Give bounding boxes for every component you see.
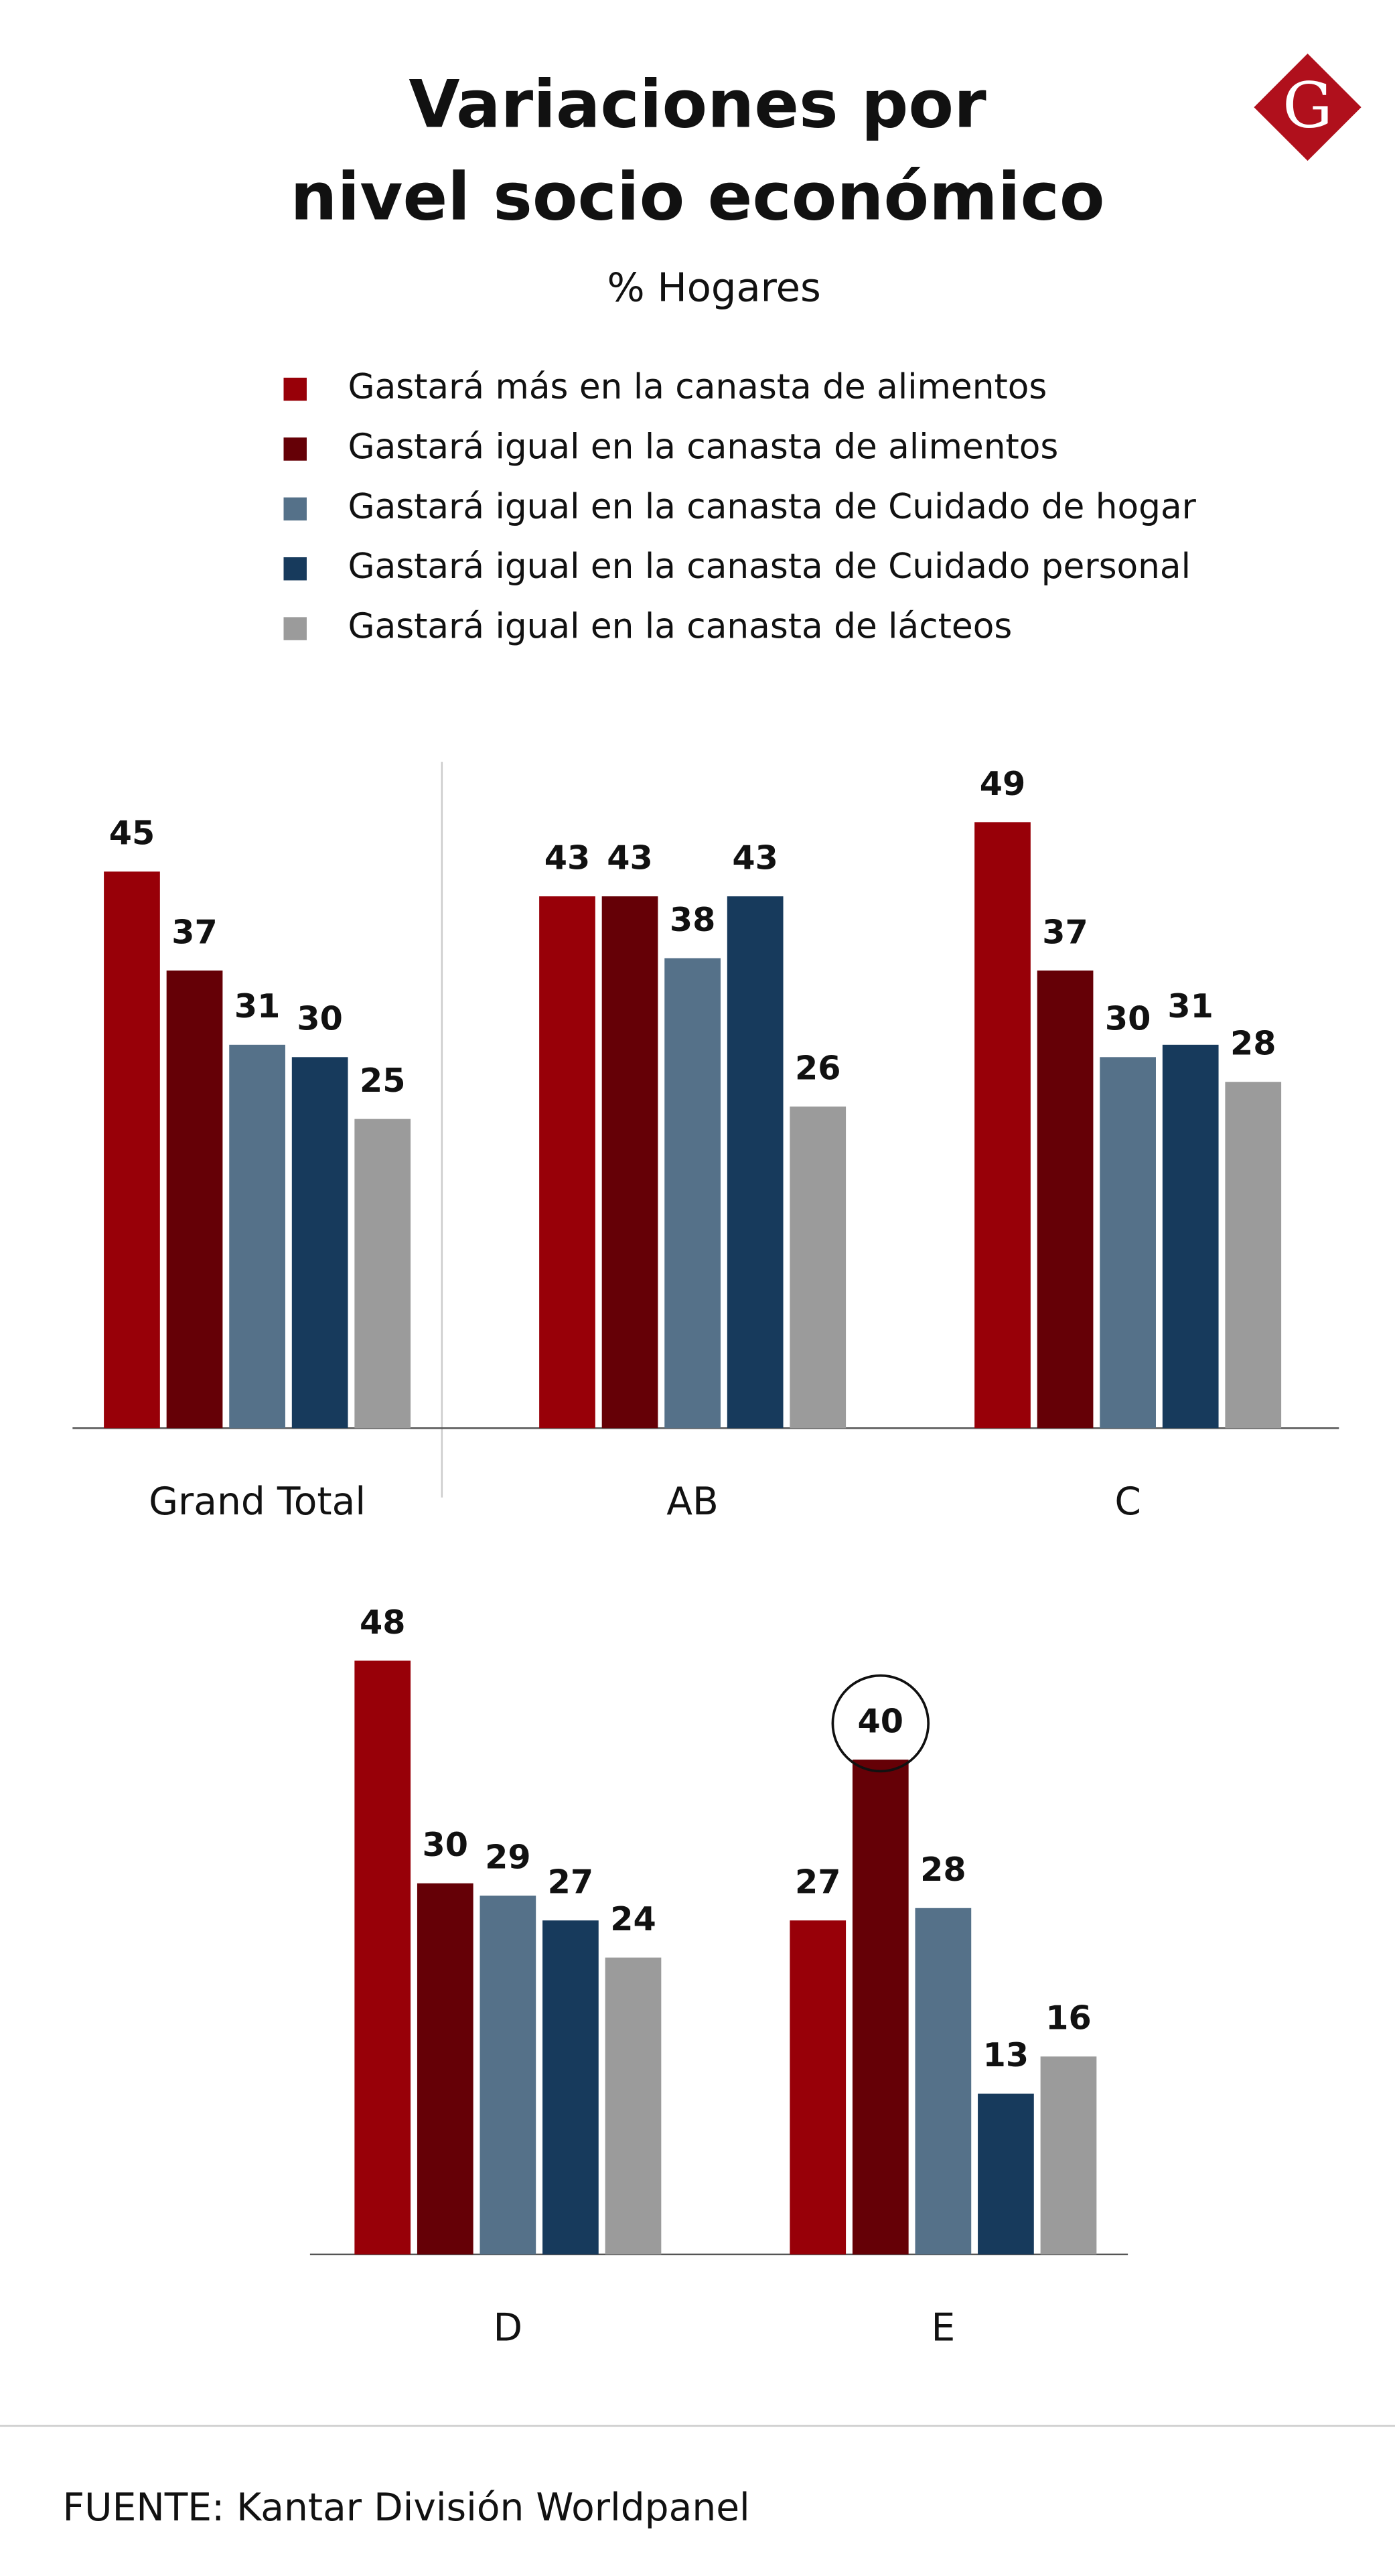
value-label: 27 [795, 1863, 841, 1902]
value-label: 45 [109, 814, 155, 853]
legend-swatch [283, 617, 307, 640]
chart-subtitle: % Hogares [607, 264, 820, 310]
value-label: 49 [980, 764, 1026, 803]
value-label: 26 [795, 1048, 841, 1087]
bar [291, 1057, 348, 1429]
bar [104, 871, 160, 1429]
value-label: 43 [544, 839, 591, 877]
value-label: 16 [1045, 1999, 1092, 2037]
bar [1100, 1057, 1156, 1429]
highlight-ring [831, 1674, 930, 1773]
value-label: 31 [234, 987, 281, 1025]
legend-swatch [283, 497, 307, 521]
legend-label: Gastará igual en la canasta de Cuidado p… [348, 547, 1191, 587]
chart-title: Variaciones por [409, 66, 986, 143]
bar [915, 1908, 972, 2255]
value-label: 13 [983, 2035, 1029, 2074]
value-label: 28 [920, 1850, 966, 1889]
bar [539, 896, 595, 1429]
value-label: 40 [858, 1702, 904, 1741]
value-label: 24 [610, 1900, 656, 1938]
bar [790, 1106, 847, 1429]
bar [1225, 1082, 1282, 1429]
value-label: 30 [297, 999, 343, 1038]
legend-swatch [283, 437, 307, 461]
bar [166, 971, 223, 1429]
legend-label: Gastará igual en la canasta de lácteos [348, 607, 1013, 647]
bar [974, 822, 1031, 1429]
bar [852, 1760, 909, 2255]
bar [601, 896, 658, 1429]
legend-label: Gastará más en la canasta de alimentos [348, 367, 1047, 407]
x-tick-label: D [494, 2306, 523, 2350]
legend-label: Gastará igual en la canasta de alimentos [348, 427, 1059, 467]
bar [1037, 971, 1094, 1429]
bar [354, 1660, 411, 2255]
value-label: 43 [607, 839, 653, 877]
bar [417, 1883, 473, 2255]
value-label: 48 [360, 1603, 406, 1642]
bar [229, 1044, 285, 1429]
value-label: 37 [171, 912, 218, 951]
bar [727, 896, 784, 1429]
value-label: 29 [485, 1838, 531, 1877]
bar [1040, 2056, 1097, 2255]
bar [664, 958, 721, 1429]
value-label: 38 [670, 900, 716, 939]
legend-swatch [283, 377, 307, 401]
value-label: 30 [1105, 999, 1151, 1038]
x-tick-label: Grand Total [149, 1480, 366, 1524]
legend-label: Gastará igual en la canasta de Cuidado d… [348, 487, 1197, 527]
value-label: 43 [732, 839, 778, 877]
bar [1162, 1044, 1219, 1429]
logo: G [1282, 69, 1333, 142]
value-label: 25 [360, 1061, 406, 1100]
value-label: 31 [1167, 987, 1214, 1025]
x-tick-label: E [931, 2306, 955, 2350]
x-tick-label: C [1114, 1480, 1141, 1524]
source: FUENTE: Kantar División Worldpanel [63, 2486, 750, 2530]
value-label: 30 [423, 1825, 469, 1864]
bar [605, 1957, 662, 2255]
bar [978, 2093, 1034, 2255]
value-label: 28 [1230, 1024, 1276, 1063]
bar [354, 1119, 411, 1429]
value-label: 27 [548, 1863, 594, 1902]
chart-title: nivel socio económico [290, 159, 1104, 235]
legend-swatch [283, 557, 307, 581]
x-tick-label: AB [666, 1480, 719, 1524]
value-label: 37 [1042, 912, 1088, 951]
bar [542, 1920, 599, 2255]
bar [790, 1920, 847, 2255]
bar [480, 1895, 536, 2255]
